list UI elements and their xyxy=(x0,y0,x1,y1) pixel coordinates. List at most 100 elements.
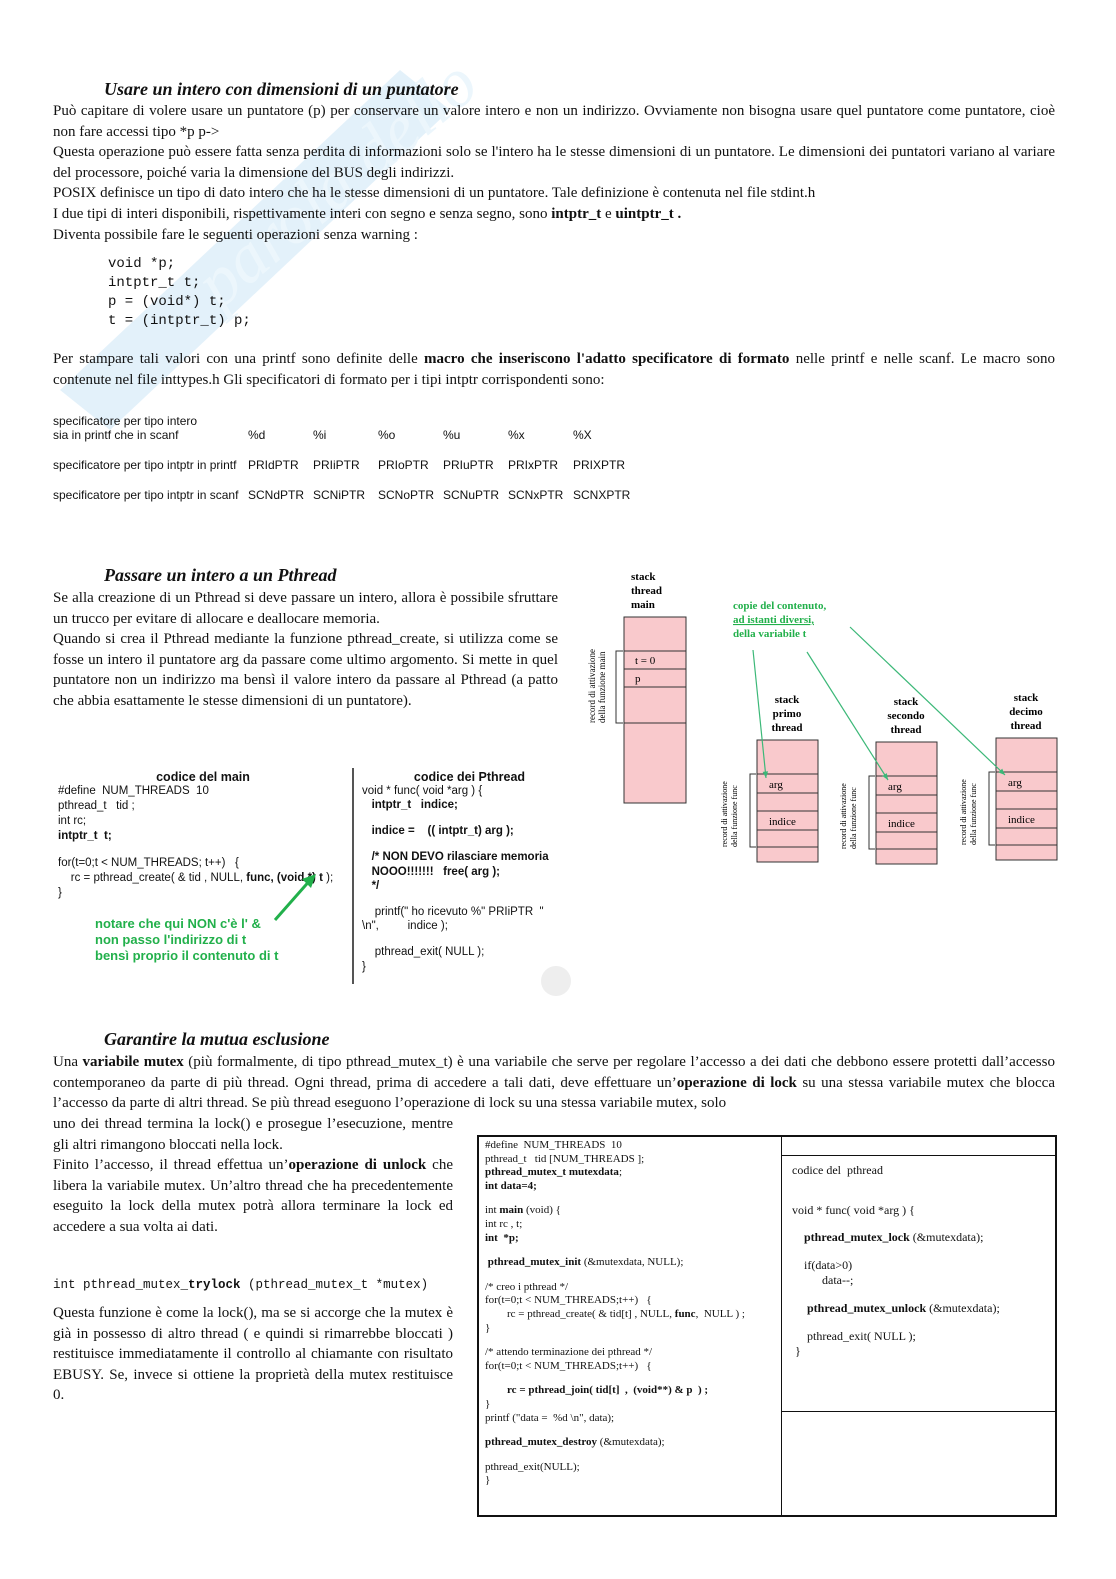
text-line: if(data>0) xyxy=(792,1258,1000,1274)
mutex-code-box: #define NUM_THREADS 10 pthread_t tid [NUM… xyxy=(477,1135,1057,1517)
text-line: */ xyxy=(362,879,577,893)
text-segment: nelle printf e nelle scanf. Le macro son… xyxy=(53,351,1055,388)
text-segment: Finito l’accesso, il thread effettua un’ xyxy=(53,1157,289,1174)
row-label: specificatore per tipo intptr in printf xyxy=(53,458,237,472)
specifier-cell: SCNXPTR xyxy=(573,488,631,502)
mutex-unlock-paragraph: uno dei thread termina la lock() e prose… xyxy=(53,1114,453,1238)
text-segment: che libera la variabile mutex. Un’altro … xyxy=(53,1157,453,1235)
text-line xyxy=(485,1373,745,1384)
copies-note: copie del contenuto, xyxy=(733,600,826,612)
table-row: specificatore per tipo intptr in scanf SC… xyxy=(53,472,638,502)
thread-record-label: della funzione func xyxy=(969,783,978,845)
text-segment: (&mutexdata); xyxy=(926,1300,1000,1315)
text-line: intptr_t indice; xyxy=(362,798,577,812)
bold-text: pthread_mutex_destroy xyxy=(485,1436,598,1449)
text-segment: for(t=0;t < NUM_THREADS;t++) { xyxy=(485,1359,652,1372)
thread-stack-title: decimo xyxy=(1009,706,1043,718)
code-box-divider xyxy=(781,1137,782,1515)
main-record-label: record di attivazione xyxy=(587,649,597,723)
thread-stack xyxy=(995,737,1058,861)
text-line: for(t=0;t < NUM_THREADS;t++) { xyxy=(485,1360,745,1374)
table-row: specificatore per tipo intero sia in pri… xyxy=(53,412,638,442)
text-line: rc = pthread_create( & tid , NULL, func,… xyxy=(58,871,348,886)
text-segment: (&mutexdata, NULL); xyxy=(581,1256,684,1269)
bold-text: trylock xyxy=(188,1278,241,1292)
text-segment: e xyxy=(601,205,616,222)
thread-stack xyxy=(875,741,938,865)
row-label: specificatore per tipo intptr in scanf xyxy=(53,488,239,502)
text-segment: , NULL ) ; xyxy=(695,1307,745,1320)
no-ampersand-note: notare che qui NON c'è l' & non passo l'… xyxy=(95,916,278,964)
text-line xyxy=(485,1425,745,1436)
text-line xyxy=(485,1335,745,1346)
text-segment: rc = pthread_create( & tid , NULL, xyxy=(58,871,247,884)
bold-text: uintptr_t . xyxy=(615,205,682,222)
thread-stack-title: stack xyxy=(894,696,919,708)
text-line: } xyxy=(485,1398,745,1412)
code-box-rule xyxy=(781,1411,1055,1412)
bold-text: pthread_mutex_lock xyxy=(792,1230,910,1245)
bold-text: main xyxy=(499,1204,524,1217)
text-segment: Una xyxy=(53,1054,83,1070)
thread-record-label: record di attivazione xyxy=(959,779,968,845)
text-line xyxy=(362,934,577,946)
record-bracket xyxy=(988,771,995,846)
text-segment: pthread_exit( NULL ); xyxy=(792,1328,916,1343)
bold-text: variabile mutex xyxy=(82,1054,184,1070)
text-segment: (void) { xyxy=(523,1204,561,1217)
bold-text: NOOO!!!!!!! free( arg ); xyxy=(362,865,500,878)
cell-indice: indice xyxy=(769,816,796,828)
specifier-cell: PRIdPTR xyxy=(248,458,299,472)
text-line: pthread_t tid ; xyxy=(58,799,348,814)
text-line xyxy=(792,1289,1000,1301)
text-segment: int pthread_mutex_ xyxy=(53,1278,189,1292)
record-bracket xyxy=(749,773,756,848)
thread-record-label: record di attivazione xyxy=(720,781,729,847)
mutex-intro-paragraph: Una variabile mutex (più formalmente, di… xyxy=(53,1052,1055,1114)
text-line: data--; xyxy=(792,1273,1000,1289)
text-line: rc = pthread_join( tid[t] , (void**) & p… xyxy=(485,1384,745,1398)
text-segment: void *p; xyxy=(108,256,176,272)
text-line: Quando si crea il Pthread mediante la fu… xyxy=(53,629,558,711)
text-line xyxy=(362,813,577,825)
text-line xyxy=(792,1218,1000,1230)
text-line xyxy=(485,1270,745,1281)
text-segment: void * func( void *arg ) { xyxy=(362,785,483,797)
cell-arg: arg xyxy=(769,779,783,791)
thread-stack-title: primo xyxy=(773,708,802,720)
text-line: int data=4; xyxy=(485,1180,745,1194)
section-heading-mutex: Garantire la mutua esclusione xyxy=(104,1029,330,1049)
main-code-panel: codice del main #define NUM_THREADS 10 pt… xyxy=(58,770,348,901)
bold-text: pthread_mutex_t mutexdata xyxy=(485,1166,619,1179)
text-segment: printf(" ho ricevuto %" PRIiPTR " xyxy=(362,905,544,918)
text-line xyxy=(362,893,577,905)
text-segment: Questa operazione può essere fatta senza… xyxy=(53,144,1055,181)
note-line: bensì proprio il contenuto di t xyxy=(95,948,279,963)
text-segment: for(t=0;t < NUM_THREADS; t++) { xyxy=(58,856,239,869)
text-line: codice del pthread xyxy=(792,1163,1000,1179)
specifier-cell: SCNuPTR xyxy=(443,488,500,502)
copy-arrow xyxy=(752,649,767,779)
bold-text: /* NON DEVO rilasciare memoria xyxy=(362,851,549,864)
specifier-cell: PRIoPTR xyxy=(378,458,429,472)
text-line: Finito l’accesso, il thread effettua un’… xyxy=(53,1155,453,1237)
specifier-cell: SCNdPTR xyxy=(248,488,305,502)
specifier-cell: %o xyxy=(378,428,396,442)
text-line: Una variabile mutex (più formalmente, di… xyxy=(53,1052,1055,1114)
specifier-cell: %d xyxy=(248,428,266,442)
text-segment: intptr_t t; xyxy=(108,275,201,291)
text-line: int main (void) { xyxy=(485,1204,745,1218)
thread-record-label: della funzione func xyxy=(849,787,858,849)
table-row: specificatore per tipo intptr in printf P… xyxy=(53,442,638,472)
text-line: NOOO!!!!!!! free( arg ); xyxy=(362,865,577,879)
text-line: } xyxy=(58,886,348,901)
arrowhead-icon xyxy=(762,771,769,778)
text-line: intptr_t t; xyxy=(58,829,348,844)
note-line: non passo l'indirizzo di t xyxy=(95,932,247,947)
arrowhead-icon xyxy=(882,773,888,780)
thread-record-label: record di attivazione xyxy=(839,783,848,849)
text-segment: (pthread_mutex_t *mutex) xyxy=(240,1278,429,1292)
expand-icon[interactable] xyxy=(541,966,571,996)
copies-note: ad istanti diversi, xyxy=(733,614,814,626)
text-line: t = (intptr_t) p; xyxy=(108,312,251,331)
